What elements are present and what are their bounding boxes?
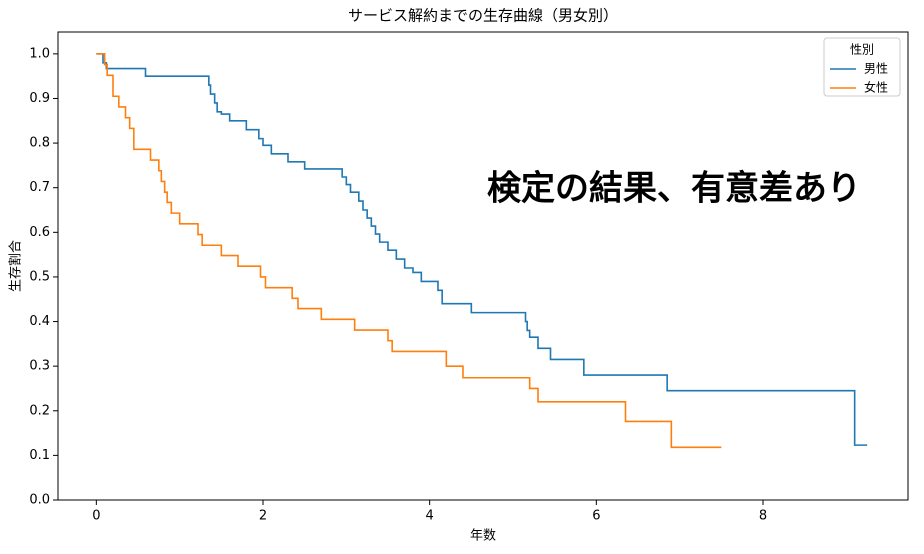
y-tick-label: 0.8 bbox=[29, 136, 50, 151]
x-tick-label: 4 bbox=[426, 509, 434, 524]
y-tick-label: 0.9 bbox=[29, 91, 50, 106]
y-tick-label: 0.4 bbox=[29, 314, 50, 329]
annotation: 検定の結果、有意差あり bbox=[487, 169, 861, 209]
x-tick-label: 8 bbox=[759, 509, 767, 524]
y-tick-label: 0.5 bbox=[29, 269, 50, 284]
y-tick-label: 1.0 bbox=[29, 46, 50, 61]
x-tick-label: 6 bbox=[592, 509, 600, 524]
y-axis-label: 生存割合 bbox=[8, 240, 24, 292]
plot-frame bbox=[57, 31, 909, 501]
x-tick-label: 2 bbox=[259, 509, 267, 524]
legend-box bbox=[823, 37, 901, 97]
x-tick-label: 0 bbox=[92, 509, 100, 524]
legend-label: 女性 bbox=[864, 80, 888, 95]
x-axis-label: 年数 bbox=[470, 529, 496, 544]
y-tick-label: 0.7 bbox=[29, 180, 50, 195]
legend-label: 男性 bbox=[864, 62, 888, 76]
y-tick-label: 0.3 bbox=[29, 359, 50, 374]
legend-title: 性別 bbox=[850, 43, 874, 57]
y-tick-label: 0.6 bbox=[29, 225, 50, 240]
y-tick-label: 0.2 bbox=[29, 403, 50, 418]
chart-title: サービス解約までの生存曲線（男女別） bbox=[348, 7, 618, 25]
survival-line bbox=[96, 53, 722, 449]
y-tick-label: 0.1 bbox=[29, 448, 50, 463]
survival-line bbox=[96, 53, 868, 446]
y-tick-label: 0.0 bbox=[29, 493, 50, 508]
